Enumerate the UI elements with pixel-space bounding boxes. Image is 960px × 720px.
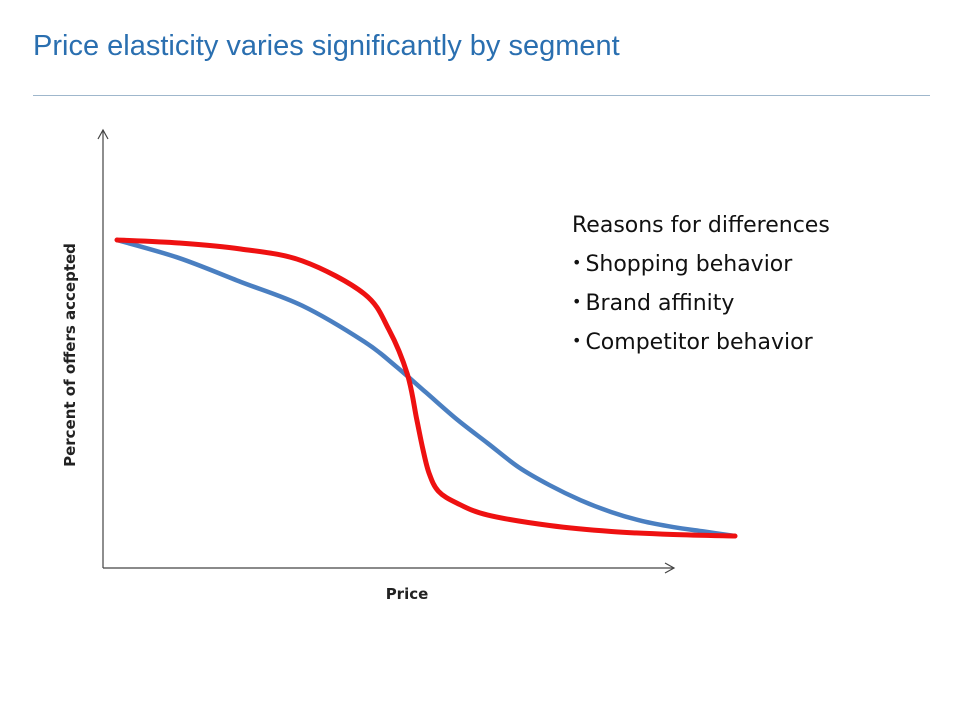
slide-title: Price elasticity varies significantly by… (33, 30, 620, 62)
bullet-icon: • (572, 331, 582, 350)
reason-text: Shopping behavior (585, 252, 793, 277)
series-line-red (114, 237, 738, 539)
reasons-list: • Shopping behavior • Brand affinity • Comp… (572, 244, 830, 361)
reason-item: • Competitor behavior (572, 322, 830, 361)
bullet-icon: • (572, 253, 582, 272)
reason-item: • Brand affinity (572, 283, 830, 322)
bullet-icon: • (572, 292, 582, 311)
title-divider (33, 95, 930, 96)
reason-text: Brand affinity (585, 291, 735, 316)
reasons-box: Reasons for differences • Shopping behavi… (572, 207, 830, 361)
reason-text: Competitor behavior (585, 330, 813, 355)
chart-series (114, 237, 738, 539)
series-line-blue (114, 237, 738, 539)
x-axis-arrowhead (664, 562, 676, 574)
x-axis-label: Price (386, 585, 429, 603)
reason-item: • Shopping behavior (572, 244, 830, 283)
chart-axes (97, 128, 676, 574)
y-axis-arrowhead (97, 128, 109, 140)
reasons-heading: Reasons for differences (572, 213, 830, 238)
y-axis-label: Percent of offers accepted (61, 243, 79, 467)
